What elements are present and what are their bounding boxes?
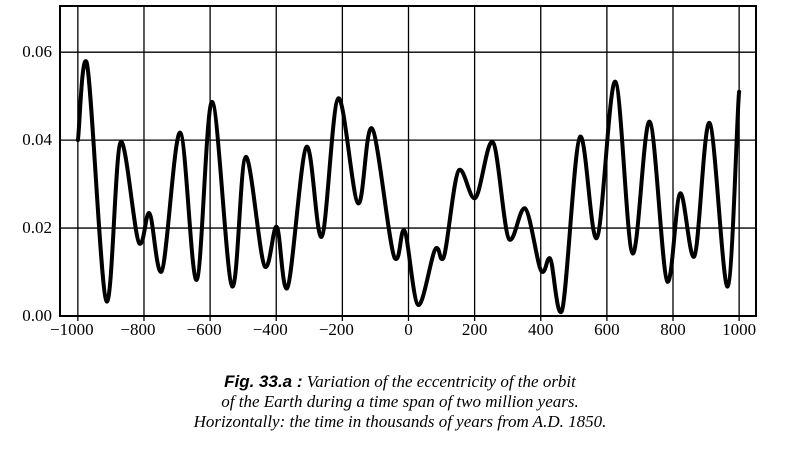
x-tick-label: 400 <box>528 320 554 339</box>
x-tick-label: 800 <box>660 320 686 339</box>
y-tick-label: 0.00 <box>22 306 52 325</box>
x-tick-label: 600 <box>594 320 620 339</box>
eccentricity-chart: −1000 −800 −600 −400 −200 0 200 400 600 800 1000 0.… <box>22 5 757 339</box>
tick-labels: −1000 −800 −600 −400 −200 0 200 400 600 800 1000 0.… <box>22 42 756 339</box>
grid <box>60 6 756 321</box>
x-tick-label: −200 <box>319 320 354 339</box>
y-tick-label: 0.02 <box>22 218 52 237</box>
x-tick-label: −800 <box>120 320 155 339</box>
y-tick-label: 0.04 <box>22 130 52 149</box>
y-tick-label: 0.06 <box>22 42 52 61</box>
figure-label: Fig. 33.a : <box>224 372 303 391</box>
eccentricity-curve <box>75 59 742 314</box>
plot-frame <box>59 5 757 317</box>
figure-caption: Fig. 33.a : Variation of the eccentricit… <box>0 372 800 432</box>
caption-line-1: Variation of the eccentricity of the orb… <box>302 372 576 391</box>
caption-line-3: Horizontally: the time in thousands of y… <box>193 412 607 431</box>
x-tick-label: −600 <box>187 320 222 339</box>
caption-line-2: of the Earth during a time span of two m… <box>221 392 579 411</box>
x-tick-label: −1000 <box>50 320 94 339</box>
x-tick-label: 0 <box>404 320 413 339</box>
x-tick-label: 200 <box>462 320 488 339</box>
x-tick-label: 1000 <box>722 320 756 339</box>
x-tick-label: −400 <box>253 320 288 339</box>
